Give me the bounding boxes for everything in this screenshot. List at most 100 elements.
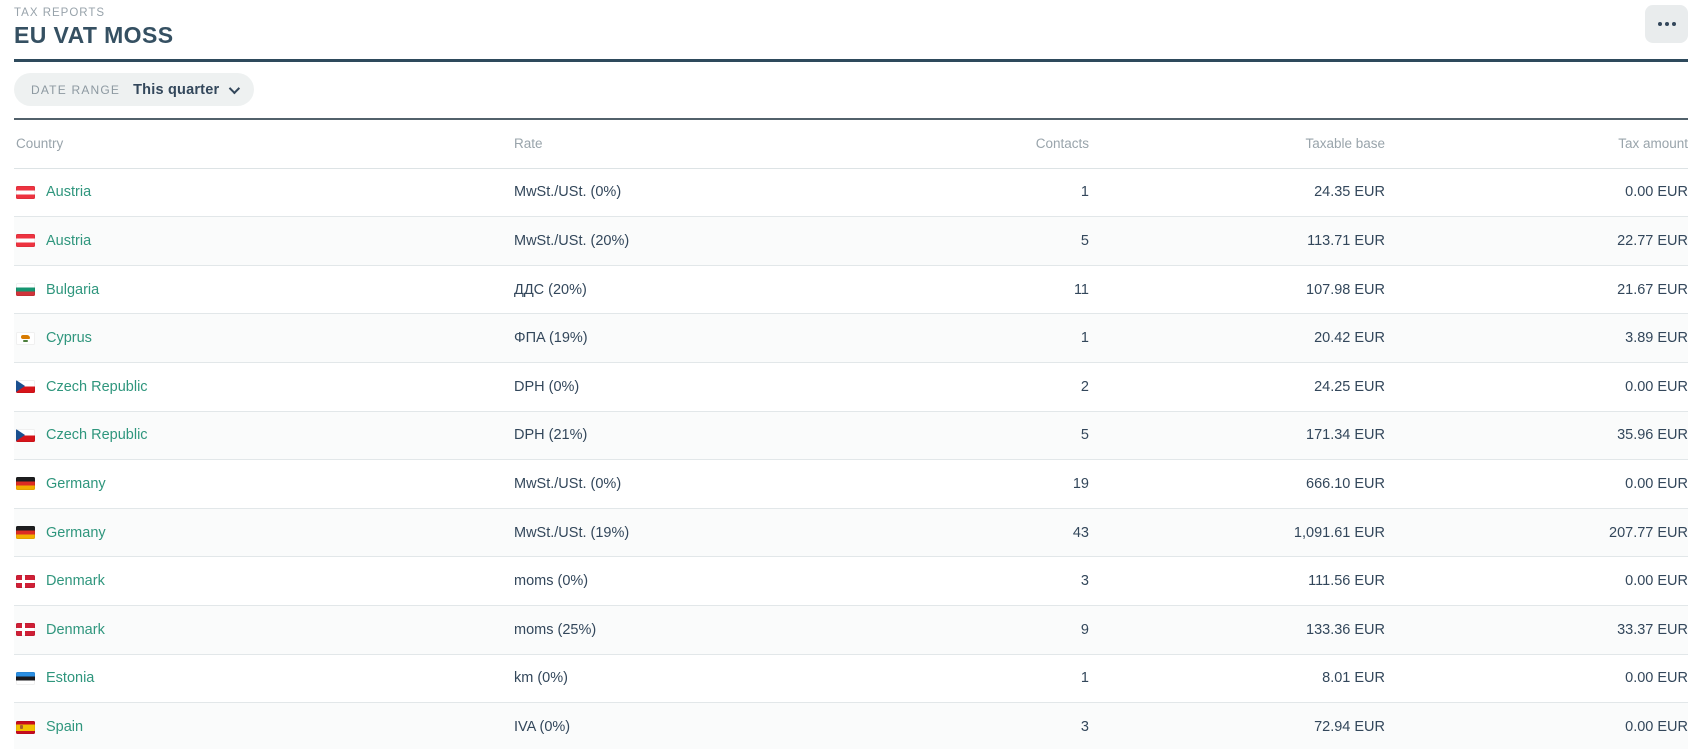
austria-flag-icon bbox=[16, 185, 35, 199]
taxable-base-value: 24.35 EUR bbox=[1314, 184, 1385, 201]
tax-amount-value: 0.00 EUR bbox=[1625, 475, 1688, 492]
table-header-row: Country Rate Contacts Taxable base Tax a… bbox=[14, 120, 1688, 169]
contacts-value: 3 bbox=[1080, 573, 1089, 590]
country-link[interactable]: Austria bbox=[46, 232, 92, 249]
rate-value: ΦΠΑ (19%) bbox=[514, 330, 588, 347]
taxable-base-value: 666.10 EUR bbox=[1306, 475, 1385, 492]
country-link[interactable]: Estonia bbox=[46, 670, 95, 687]
rate-value: km (0%) bbox=[514, 670, 568, 687]
taxable-base-value: 72.94 EUR bbox=[1314, 719, 1385, 736]
bulgaria-flag-icon bbox=[16, 283, 35, 297]
table-row: Czech Republic DPH (21%) 5 171.34 EUR 35… bbox=[14, 411, 1688, 461]
taxable-base-value: 24.25 EUR bbox=[1314, 378, 1385, 395]
taxable-base-value: 107.98 EUR bbox=[1306, 281, 1385, 298]
column-header-tax-amount: Tax amount bbox=[1618, 136, 1688, 152]
estonia-flag-icon bbox=[16, 671, 35, 685]
filter-divider bbox=[14, 118, 1688, 120]
contacts-value: 5 bbox=[1080, 427, 1089, 444]
breadcrumb: TAX REPORTS bbox=[14, 7, 106, 19]
country-link[interactable]: Spain bbox=[46, 719, 84, 736]
austria-flag-icon bbox=[16, 234, 35, 248]
table-row: Spain IVA (0%) 3 72.94 EUR 0.00 EUR bbox=[14, 703, 1688, 749]
taxable-base-value: 111.56 EUR bbox=[1308, 573, 1385, 590]
contacts-value: 1 bbox=[1080, 184, 1089, 201]
country-link[interactable]: Germany bbox=[46, 524, 106, 541]
denmark-flag-icon bbox=[16, 574, 35, 588]
germany-flag-icon bbox=[16, 526, 35, 540]
ellipsis-icon bbox=[1671, 22, 1676, 26]
country-link[interactable]: Denmark bbox=[46, 573, 105, 590]
taxable-base-value: 20.42 EUR bbox=[1314, 330, 1385, 347]
contacts-value: 43 bbox=[1072, 524, 1089, 541]
contacts-value: 2 bbox=[1080, 378, 1089, 395]
tax-amount-value: 207.77 EUR bbox=[1609, 524, 1688, 541]
date-range-value: This quarter bbox=[133, 81, 220, 98]
rate-value: MwSt./USt. (19%) bbox=[514, 524, 630, 541]
rate-value: moms (0%) bbox=[514, 573, 589, 590]
taxable-base-value: 113.71 EUR bbox=[1307, 232, 1385, 249]
contacts-value: 5 bbox=[1080, 232, 1089, 249]
vat-moss-table: Country Rate Contacts Taxable base Tax a… bbox=[14, 120, 1688, 749]
tax-report-page: TAX REPORTS EU VAT MOSS DATE RANGE This … bbox=[14, 0, 1688, 749]
rate-value: DPH (21%) bbox=[514, 427, 588, 444]
rate-value: MwSt./USt. (0%) bbox=[514, 184, 622, 201]
contacts-value: 19 bbox=[1072, 475, 1089, 492]
tax-amount-value: 0.00 EUR bbox=[1625, 573, 1688, 590]
ellipsis-icon bbox=[1657, 22, 1662, 26]
country-link[interactable]: Czech Republic bbox=[46, 378, 148, 395]
date-range-label: DATE RANGE bbox=[31, 82, 121, 97]
country-link[interactable]: Cyprus bbox=[46, 330, 92, 347]
rate-value: DPH (0%) bbox=[514, 378, 580, 395]
ellipsis-icon bbox=[1664, 22, 1669, 26]
table-body: Austria MwSt./USt. (0%) 1 24.35 EUR 0.00… bbox=[14, 169, 1688, 749]
contacts-value: 1 bbox=[1080, 670, 1089, 687]
rate-value: IVA (0%) bbox=[514, 719, 571, 736]
column-header-taxable-base: Taxable base bbox=[1305, 136, 1385, 152]
contacts-value: 1 bbox=[1080, 330, 1089, 347]
taxable-base-value: 133.36 EUR bbox=[1306, 621, 1385, 638]
denmark-flag-icon bbox=[16, 623, 35, 637]
table-row: Estonia km (0%) 1 8.01 EUR 0.00 EUR bbox=[14, 655, 1688, 704]
tax-amount-value: 0.00 EUR bbox=[1625, 670, 1688, 687]
column-header-country: Country bbox=[16, 136, 64, 152]
table-row: Germany MwSt./USt. (0%) 19 666.10 EUR 0.… bbox=[14, 460, 1688, 509]
more-options-button[interactable] bbox=[1645, 5, 1688, 43]
spain-flag-icon bbox=[16, 720, 35, 734]
taxable-base-value: 1,091.61 EUR bbox=[1293, 524, 1385, 541]
contacts-value: 9 bbox=[1080, 621, 1089, 638]
germany-flag-icon bbox=[16, 477, 35, 491]
cyprus-flag-icon bbox=[16, 331, 35, 345]
tax-amount-value: 21.67 EUR bbox=[1617, 281, 1688, 298]
tax-amount-value: 0.00 EUR bbox=[1625, 378, 1688, 395]
table-row: Germany MwSt./USt. (19%) 43 1,091.61 EUR… bbox=[14, 508, 1688, 558]
table-row: Denmark moms (0%) 3 111.56 EUR 0.00 EUR bbox=[14, 557, 1688, 606]
rate-value: ДДС (20%) bbox=[514, 281, 587, 298]
tax-amount-value: 0.00 EUR bbox=[1625, 184, 1688, 201]
title-divider bbox=[14, 59, 1688, 62]
rate-value: moms (25%) bbox=[514, 621, 597, 638]
country-link[interactable]: Germany bbox=[46, 475, 106, 492]
table-row: Denmark moms (25%) 9 133.36 EUR 33.37 EU… bbox=[14, 605, 1688, 655]
contacts-value: 11 bbox=[1073, 281, 1089, 298]
chevron-down-icon bbox=[229, 82, 241, 94]
country-link[interactable]: Czech Republic bbox=[46, 427, 148, 444]
filter-bar: DATE RANGE This quarter bbox=[14, 62, 1688, 118]
tax-amount-value: 3.89 EUR bbox=[1625, 330, 1688, 347]
country-link[interactable]: Bulgaria bbox=[46, 281, 100, 298]
rate-value: MwSt./USt. (0%) bbox=[514, 475, 622, 492]
table-row: Bulgaria ДДС (20%) 11 107.98 EUR 21.67 E… bbox=[14, 266, 1688, 315]
column-header-contacts: Contacts bbox=[1035, 136, 1089, 152]
table-row: Austria MwSt./USt. (20%) 5 113.71 EUR 22… bbox=[14, 217, 1688, 266]
page-header: TAX REPORTS EU VAT MOSS bbox=[14, 0, 1688, 49]
date-range-dropdown[interactable]: DATE RANGE This quarter bbox=[14, 73, 255, 106]
czech-republic-flag-icon bbox=[16, 380, 35, 394]
tax-amount-value: 0.00 EUR bbox=[1625, 719, 1688, 736]
page-title: EU VAT MOSS bbox=[14, 22, 174, 48]
taxable-base-value: 8.01 EUR bbox=[1322, 670, 1385, 687]
table-row: Czech Republic DPH (0%) 2 24.25 EUR 0.00… bbox=[14, 363, 1688, 412]
country-link[interactable]: Austria bbox=[46, 184, 92, 201]
country-link[interactable]: Denmark bbox=[46, 621, 105, 638]
tax-amount-value: 22.77 EUR bbox=[1617, 232, 1688, 249]
czech-republic-flag-icon bbox=[16, 428, 35, 442]
table-row: Cyprus ΦΠΑ (19%) 1 20.42 EUR 3.89 EUR bbox=[14, 314, 1688, 363]
